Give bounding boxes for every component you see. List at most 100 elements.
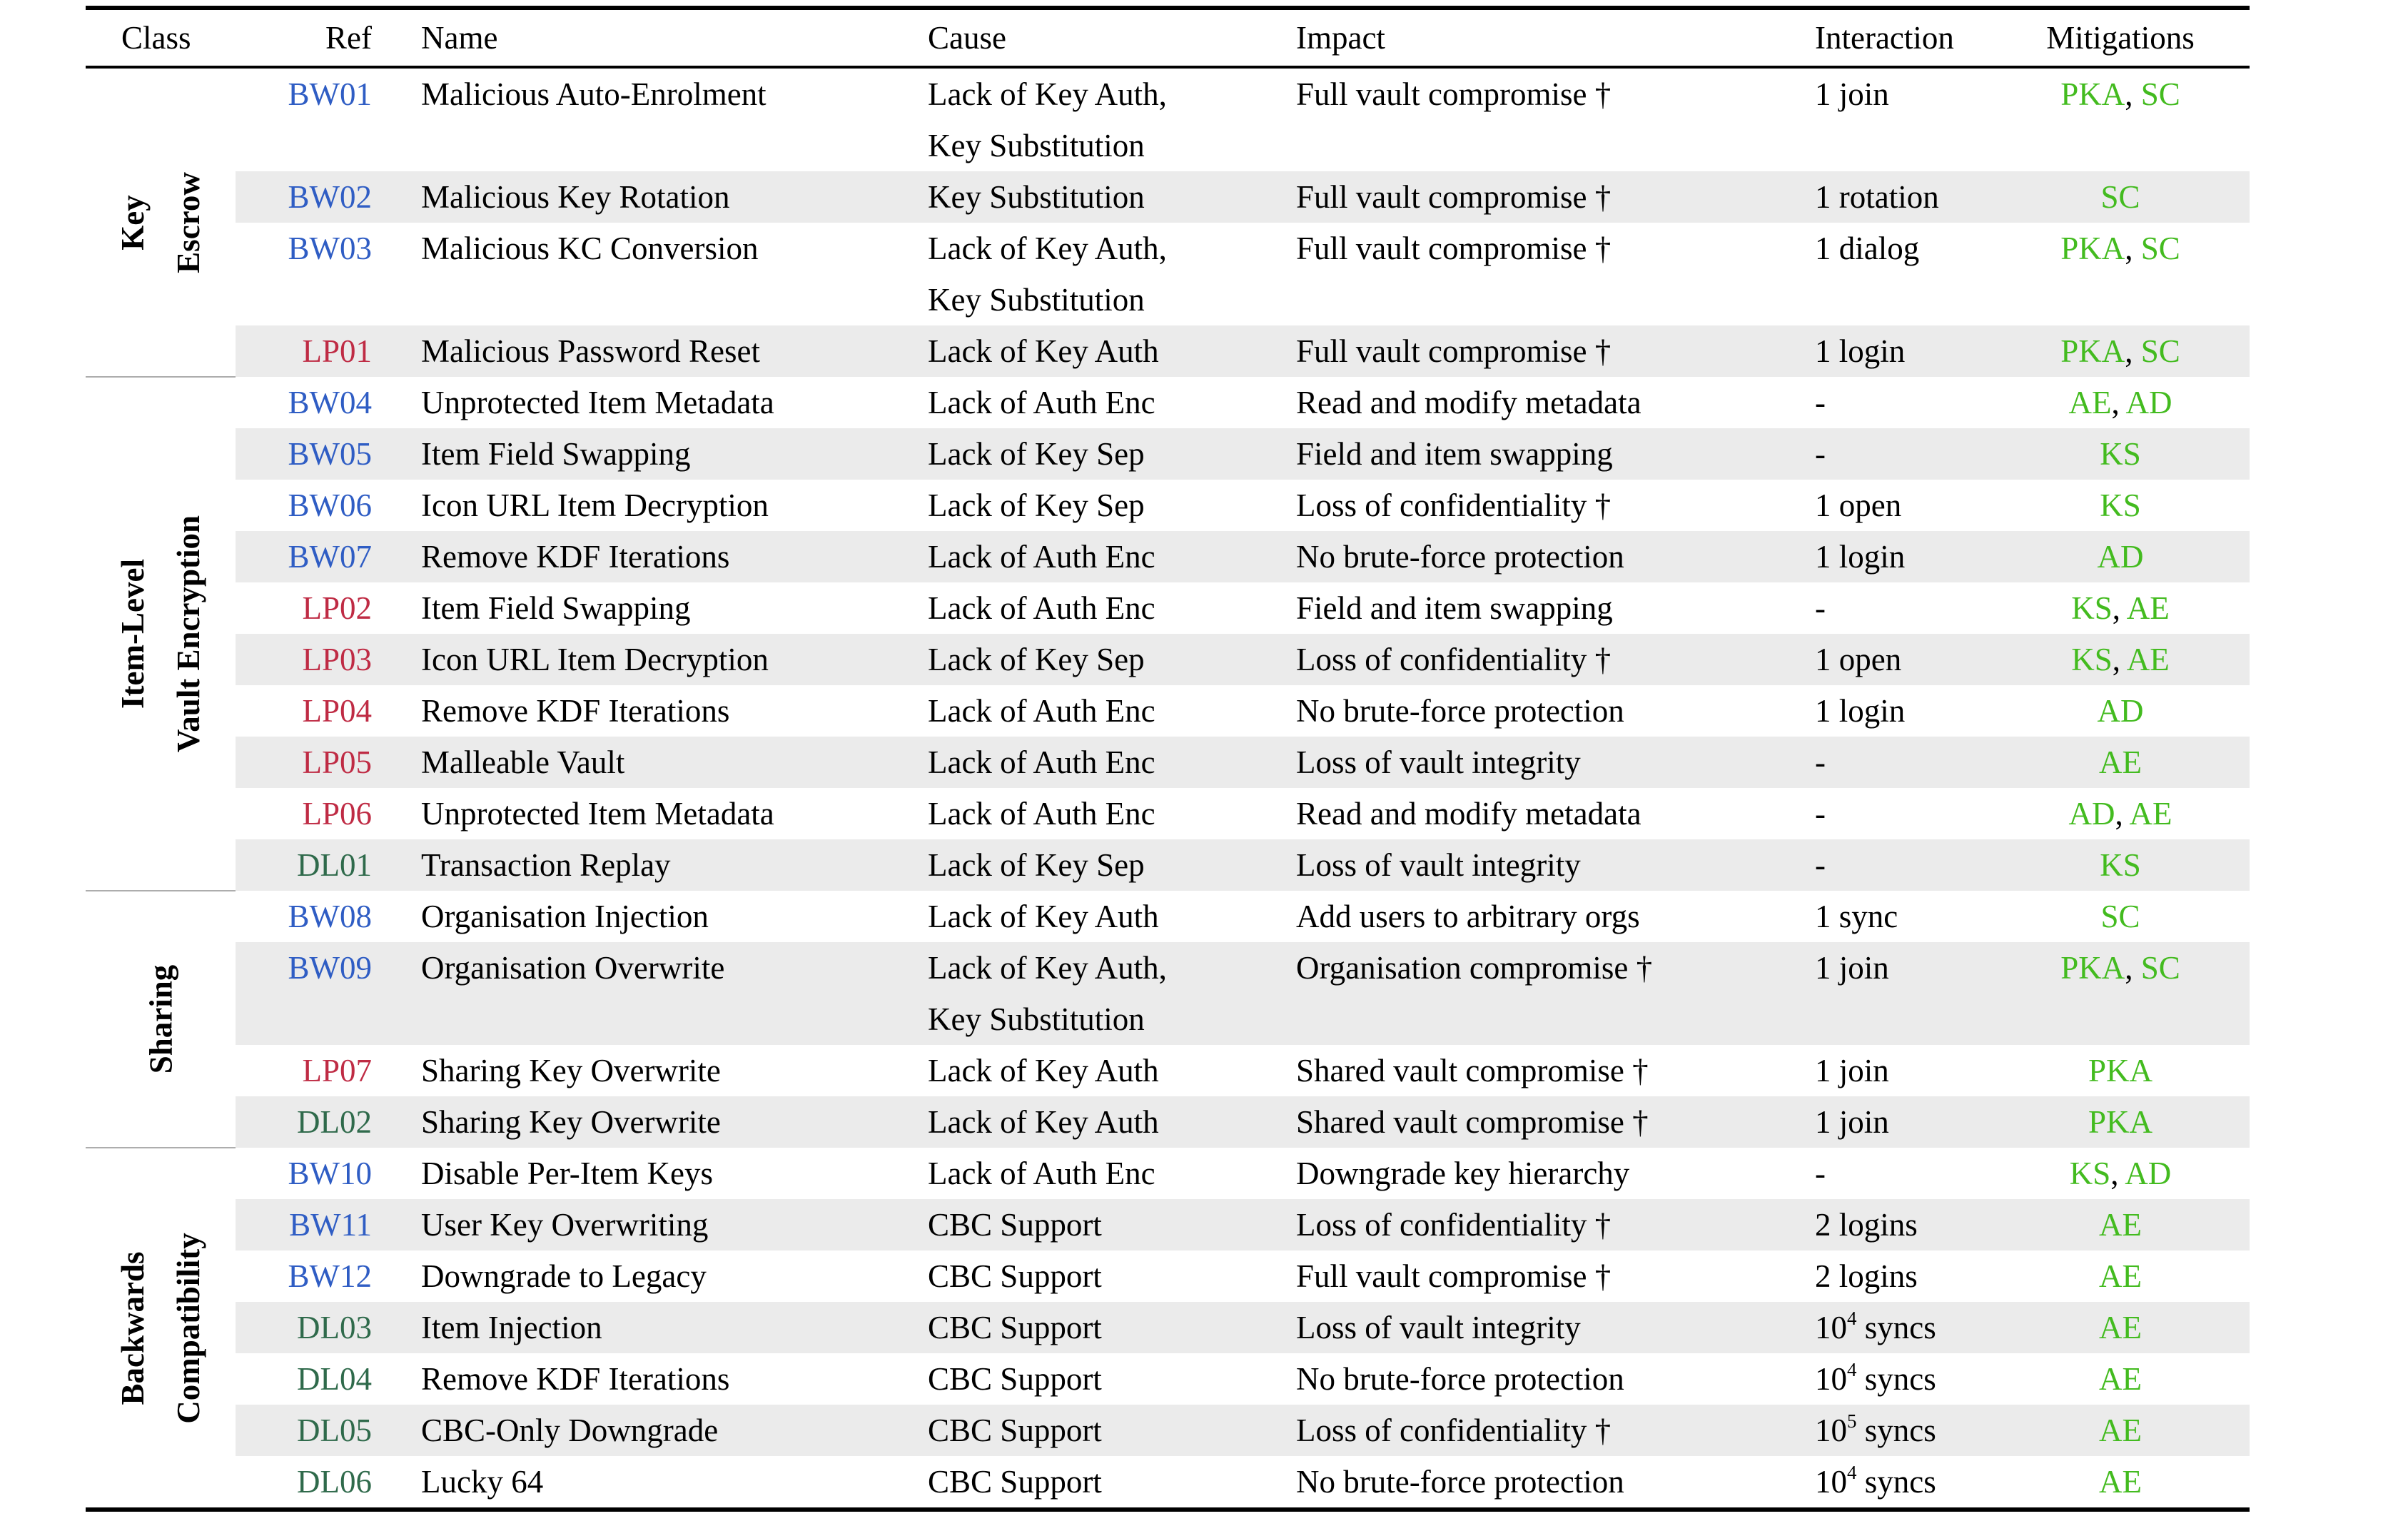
ref-link[interactable]: BW05 [288,436,373,472]
mitigation-link[interactable]: KS [2071,642,2113,677]
mitigations-cell: PKA, SC [2060,231,2180,266]
table-row: BW06 Icon URL Item Decryption Lack of Key … [86,480,2250,531]
mitigation-link[interactable]: SC [2140,231,2180,266]
mitigation-link[interactable]: KS [2100,847,2141,883]
interaction-cell: - [1799,737,1991,788]
mitigation-link[interactable]: KS [2071,590,2113,626]
impact-cell: No brute-force protection [1288,531,1799,582]
mitigation-link[interactable]: SC [2140,76,2180,112]
ref-link[interactable]: LP07 [302,1053,372,1088]
ref-cell: BW08 [236,891,389,942]
impact-cell: Shared vault compromise † [1296,1053,1649,1088]
cause-cell: Key Substitution [917,171,1288,223]
mitigation-link[interactable]: AE [2099,1310,2142,1345]
interaction-exponent: 5 [1847,1410,1857,1432]
ref-cell: DL05 [236,1405,389,1456]
mitigation-link[interactable]: AD [2125,1156,2172,1191]
table-row: LP03 Icon URL Item Decryption Lack of Key … [86,634,2250,685]
cause-cell: CBC Support [928,1361,1102,1397]
interaction-cell: 104 syncs [1799,1302,1991,1353]
mitigations-cell: KS, AE [1991,634,2250,685]
name-cell: Malleable Vault [389,737,917,788]
ref-link[interactable]: BW06 [288,487,373,523]
ref-link[interactable]: BW03 [288,231,373,266]
impact-cell: Field and item swapping [1296,590,1613,626]
ref-link[interactable]: BW11 [289,1207,372,1243]
cause-cell: Lack of Key Auth, Key Substitution [928,231,1167,318]
impact-cell: Full vault compromise † [1296,76,1612,112]
mitigation-link[interactable]: SC [2140,333,2180,369]
name-cell: Organisation Overwrite [389,942,917,1045]
ref-link[interactable]: LP01 [302,333,372,369]
table-body: Key Escrow BW01 Malicious Auto-Enrolment Lac… [86,67,2250,1510]
mitigation-link[interactable]: PKA [2060,333,2125,369]
interaction-cell: 1 login [1815,693,1906,729]
mitigation-link[interactable]: AE [2099,1361,2142,1397]
ref-cell: DL01 [236,839,389,891]
mitigation-link[interactable]: AE [2126,590,2170,626]
mitigation-link[interactable]: AD [2068,796,2115,832]
mitigation-link[interactable]: KS [2069,1156,2111,1191]
ref-cell: DL06 [236,1456,389,1510]
ref-link[interactable]: BW10 [288,1156,373,1191]
ref-link[interactable]: BW04 [288,385,373,420]
ref-link[interactable]: BW07 [288,539,373,575]
name-cell: Item Field Swapping [421,590,691,626]
impact-cell: Loss of vault integrity [1288,737,1799,788]
mitigation-link[interactable]: PKA [2088,1053,2153,1088]
mitigation-link[interactable]: SC [2100,899,2140,934]
mitigation-link[interactable]: AE [2099,1464,2142,1500]
mitigation-link[interactable]: SC [2100,179,2140,215]
mitigation-link[interactable]: AE [2099,1258,2142,1294]
interaction-cell: 1 join [1815,1053,1889,1088]
ref-link[interactable]: DL04 [297,1361,372,1397]
mitigation-link[interactable]: AE [2126,642,2170,677]
cause-cell: Lack of Auth Enc [917,737,1288,788]
mitigation-link[interactable]: AD [2097,539,2144,575]
ref-link[interactable]: DL06 [297,1464,372,1500]
ref-link[interactable]: LP04 [302,693,372,729]
mitigation-link[interactable]: AE [2129,796,2172,832]
ref-link[interactable]: LP05 [302,744,372,780]
table-row: BW07 Remove KDF Iterations Lack of Auth En… [86,531,2250,582]
ref-link[interactable]: BW09 [288,950,373,986]
mitigation-link[interactable]: AE [2099,1207,2142,1243]
interaction-cell: - [1815,590,1826,626]
interaction-cell: 1 login [1799,325,1991,377]
ref-link[interactable]: BW02 [288,179,373,215]
impact-cell: No brute-force protection [1296,1464,1624,1500]
mitigation-link[interactable]: PKA [2060,231,2125,266]
ref-link[interactable]: DL01 [297,847,372,883]
mitigation-link[interactable]: SC [2140,950,2180,986]
impact-cell: Loss of vault integrity [1288,1302,1799,1353]
cause-cell: Lack of Key Auth [928,1053,1159,1088]
mitigation-link[interactable]: KS [2100,436,2141,472]
mitigation-link[interactable]: PKA [2088,1104,2153,1140]
ref-cell: BW05 [236,428,389,480]
name-cell: Icon URL Item Decryption [421,487,769,523]
mitigation-link[interactable]: AE [2068,385,2112,420]
interaction-cell: 1 open [1799,634,1991,685]
ref-link[interactable]: DL02 [297,1104,372,1140]
mitigation-link[interactable]: AD [2097,693,2144,729]
cause-cell: Lack of Key Auth [928,899,1159,934]
ref-link[interactable]: BW12 [288,1258,373,1294]
ref-link[interactable]: DL05 [297,1413,372,1448]
ref-link[interactable]: LP06 [302,796,372,832]
ref-link[interactable]: LP02 [302,590,372,626]
mitigation-link[interactable]: PKA [2060,76,2125,112]
mitigations-cell: PKA [1991,1096,2250,1148]
mitigation-link[interactable]: PKA [2060,950,2125,986]
mitigation-link[interactable]: KS [2100,487,2141,523]
ref-cell: LP07 [236,1045,389,1096]
ref-link[interactable]: DL03 [297,1310,372,1345]
vulnerability-table: Class Ref Name Cause Impact Interaction … [86,6,2250,1512]
ref-link[interactable]: LP03 [302,642,372,677]
impact-cell: Loss of confidentiality † [1296,487,1612,523]
cause-cell: Lack of Key Auth, Key Substitution [917,942,1288,1045]
ref-link[interactable]: BW01 [288,76,373,112]
mitigation-link[interactable]: AE [2099,1413,2142,1448]
mitigation-link[interactable]: AD [2125,385,2172,420]
mitigation-link[interactable]: AE [2099,744,2142,780]
ref-link[interactable]: BW08 [288,899,373,934]
